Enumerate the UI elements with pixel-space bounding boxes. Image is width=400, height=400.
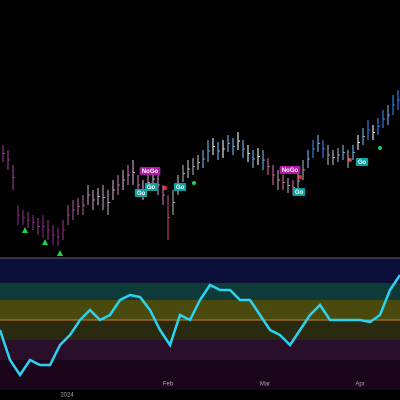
- band: [0, 283, 400, 300]
- annotation-box: [355, 158, 369, 166]
- annotation-box: [292, 188, 306, 196]
- annotation: Go: [147, 185, 156, 191]
- signal: [22, 227, 28, 233]
- band: [0, 320, 400, 340]
- signal: [163, 186, 167, 190]
- annotation: Go: [295, 190, 304, 196]
- band: [0, 300, 400, 320]
- annotation-box: [134, 189, 148, 197]
- annotation: NoGo: [282, 168, 299, 174]
- annotation-box: [139, 167, 161, 175]
- annotation: Go: [137, 191, 146, 197]
- oscillator-line: [0, 274, 400, 378]
- annotation-box: [173, 183, 187, 191]
- oscillator-bands: [0, 258, 400, 390]
- x-tick-label: Apr: [355, 382, 364, 388]
- band: [0, 360, 400, 390]
- signal: [192, 181, 196, 185]
- band: [0, 258, 400, 283]
- signal: [42, 239, 48, 245]
- annotation-box: [279, 166, 301, 174]
- signal: [298, 175, 302, 179]
- x-tick-label: Mar: [260, 382, 270, 388]
- annotation: Go: [358, 160, 367, 166]
- annotation: Go: [176, 185, 185, 191]
- signal: [57, 250, 63, 256]
- x-tick-label: Feb: [163, 382, 174, 388]
- annotation-box: [144, 183, 158, 191]
- signals: [22, 146, 382, 256]
- annotation: NoGo: [142, 169, 159, 175]
- signal: [378, 146, 382, 150]
- band: [0, 340, 400, 360]
- x-tick-label: 2024: [60, 393, 74, 399]
